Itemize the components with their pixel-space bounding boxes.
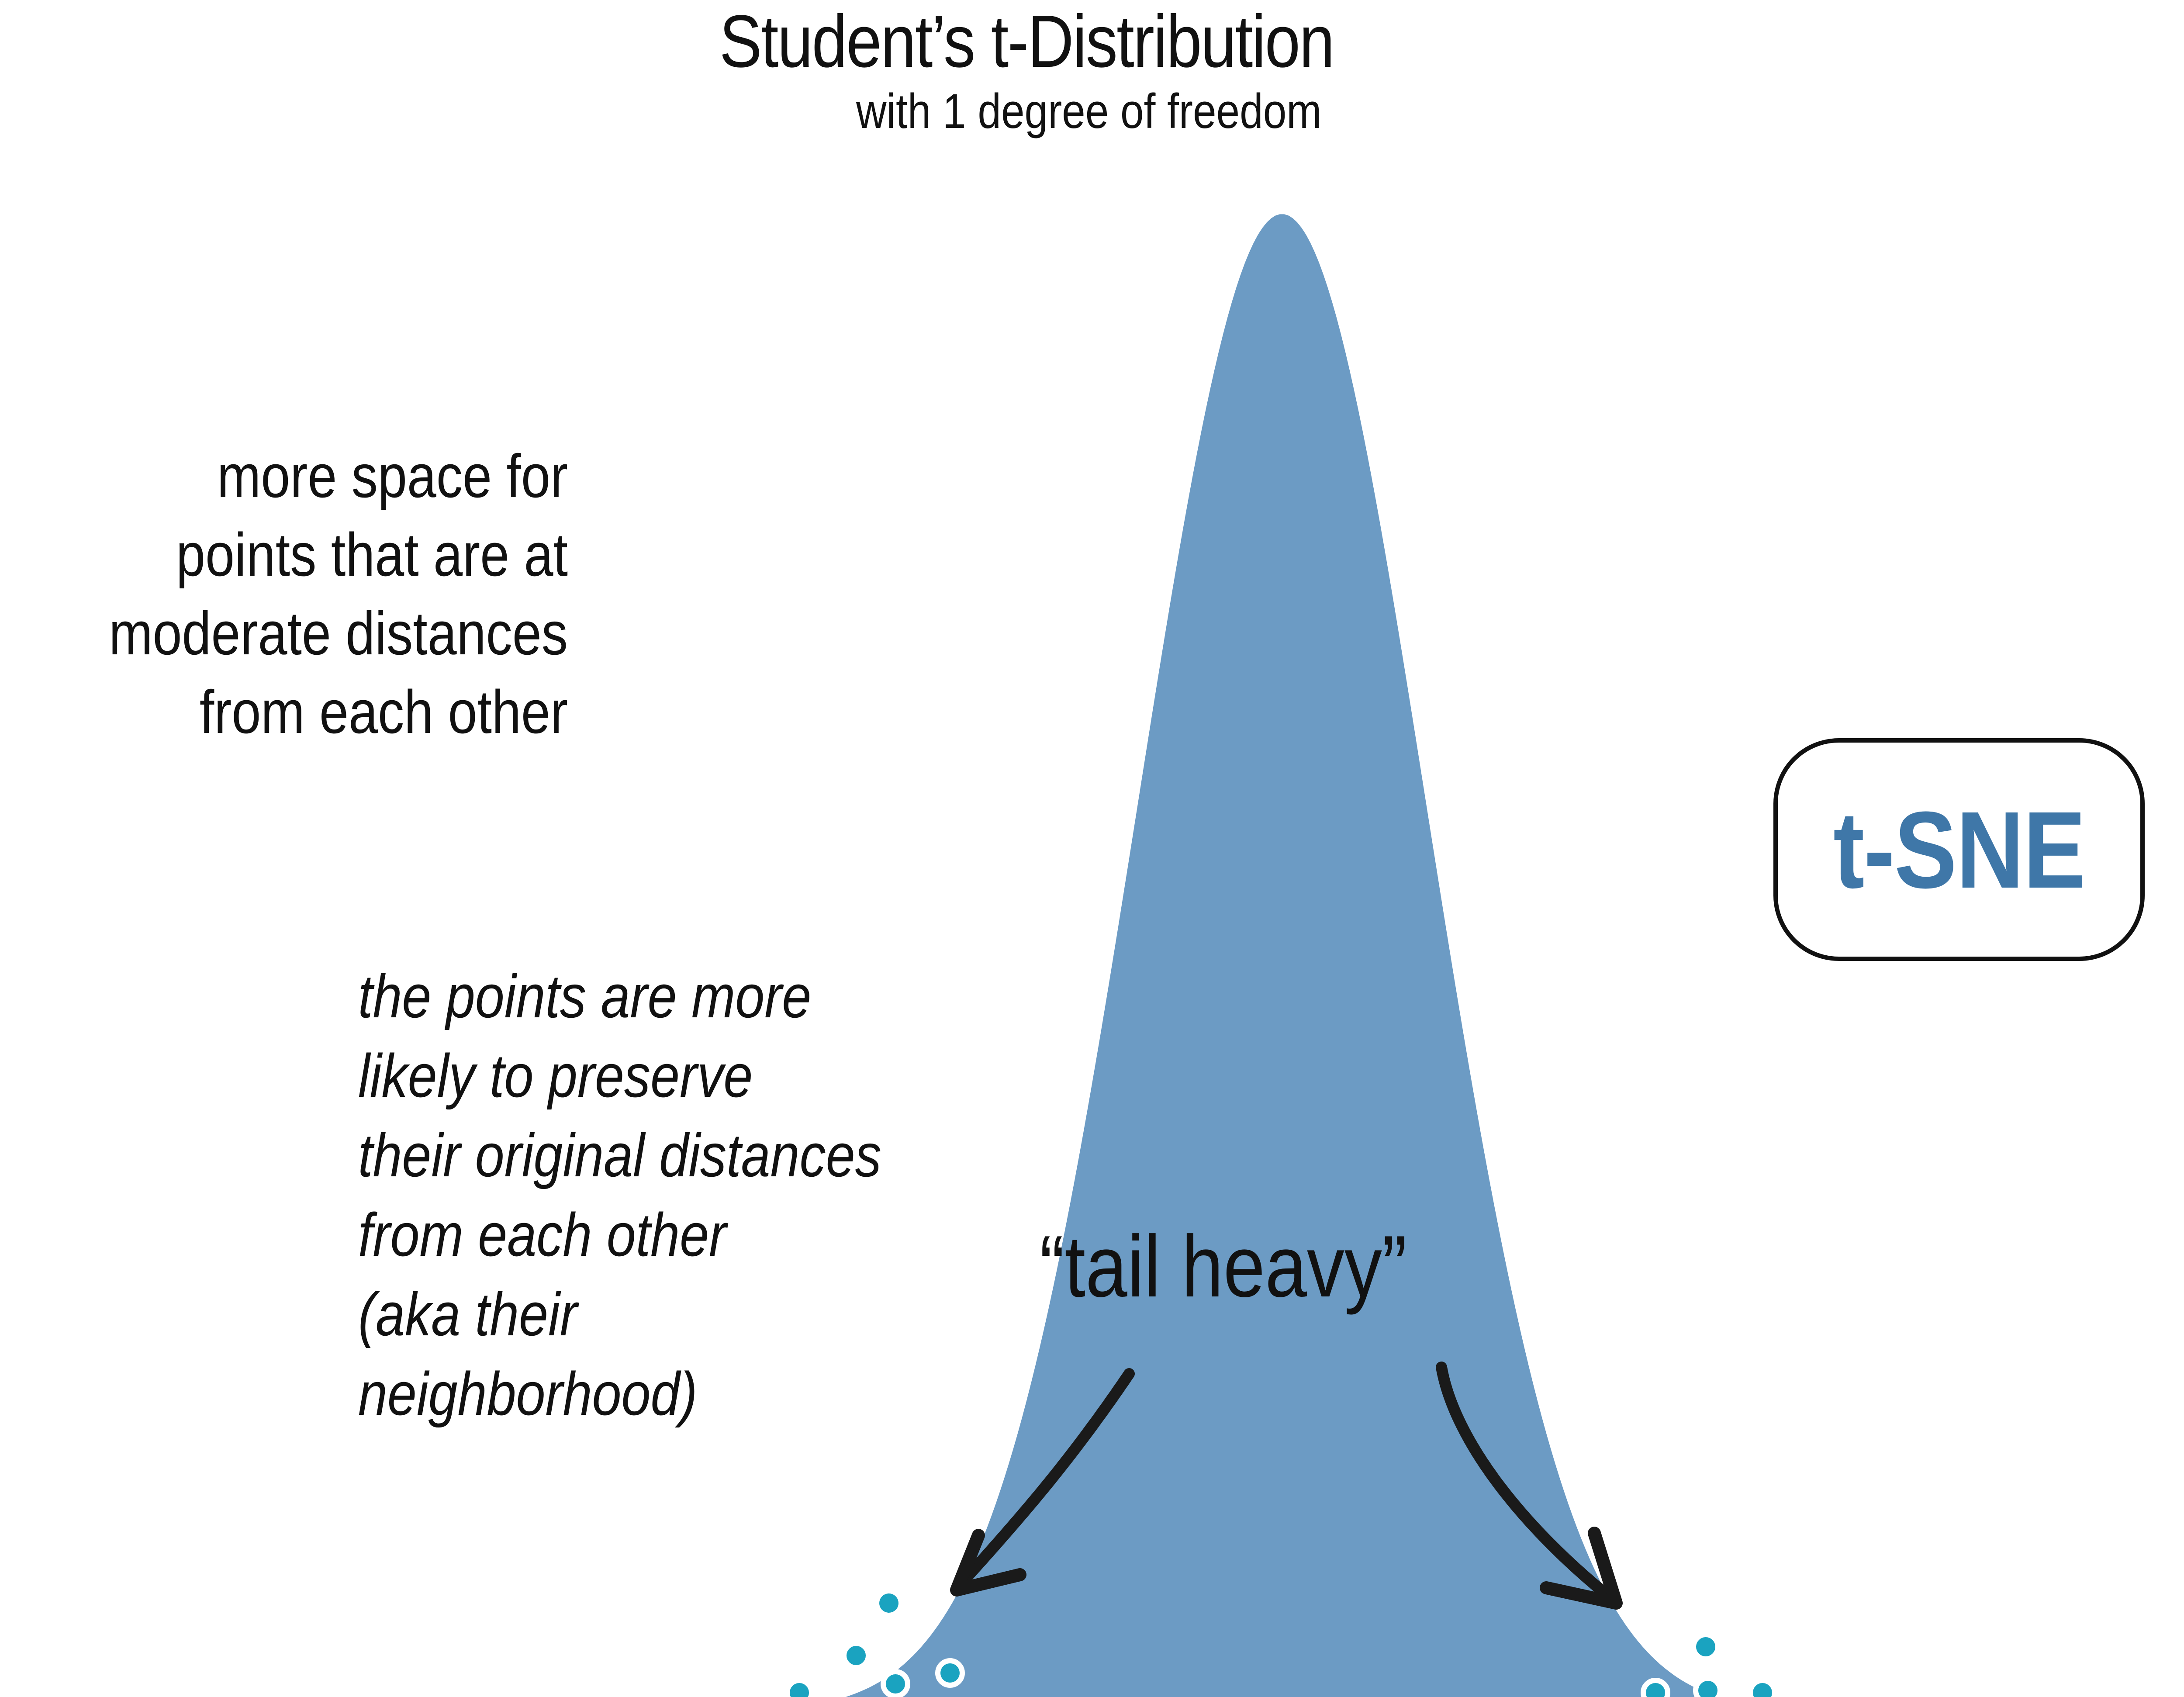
tail-point: [874, 1588, 904, 1618]
tail-point: [1748, 1678, 1777, 1697]
tail-point: [881, 1669, 910, 1697]
space-note-line: more space for: [217, 442, 568, 510]
t-distribution-curve: [845, 214, 1719, 1697]
right-arrow: [1436, 1362, 1623, 1610]
tail-point: [784, 1678, 814, 1697]
preserve-note: the points are more likely to preserve t…: [358, 957, 997, 1434]
tail-point: [935, 1658, 965, 1688]
figure-subtitle: with 1 degree of freedom: [856, 84, 1322, 138]
tail-heavy-label: “tail heavy”: [1040, 1218, 1407, 1315]
tail-point: [1641, 1678, 1670, 1697]
left-tail-points: [784, 1588, 965, 1697]
preserve-note-line: their original distances: [358, 1121, 881, 1189]
preserve-note-line: the points are more: [358, 962, 812, 1030]
preserve-note-line: from each other: [358, 1200, 727, 1269]
figure-title: Student’s t-Distribution: [719, 0, 1335, 83]
preserve-note-line: (aka their: [358, 1280, 577, 1348]
tail-point: [841, 1641, 871, 1670]
tsne-badge-label: t-SNE: [1833, 788, 2086, 911]
space-note-line: points that are at: [176, 520, 568, 589]
space-note-line: from each other: [199, 677, 568, 746]
right-tail-points: [1641, 1632, 1777, 1697]
left-arrow: [950, 1368, 1135, 1597]
preserve-note-line: likely to preserve: [358, 1041, 753, 1110]
tsne-badge: t-SNE: [1773, 738, 2145, 961]
tail-point: [1691, 1632, 1721, 1662]
preserve-note-line: neighborhood): [358, 1359, 698, 1428]
space-note: more space for points that are at modera…: [42, 437, 568, 751]
tail-point: [1693, 1676, 1723, 1697]
space-note-line: moderate distances: [109, 599, 568, 667]
